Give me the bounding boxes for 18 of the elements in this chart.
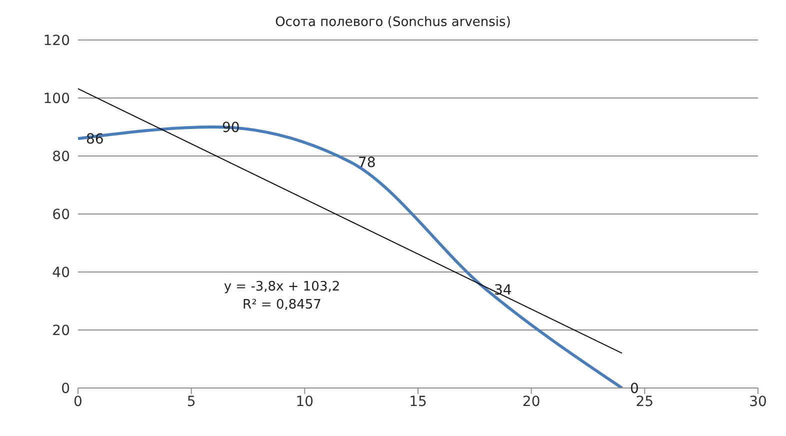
chart-title: Осота полевого (Sonchus arvensis)	[275, 15, 511, 30]
x-tick-label: 15	[409, 394, 427, 410]
x-tick-label: 5	[186, 394, 196, 410]
x-tick-label: 30	[749, 394, 767, 410]
data-label: 78	[358, 154, 376, 171]
y-tick-label: 60	[52, 206, 70, 223]
y-tick-label: 0	[61, 380, 70, 397]
y-tick-label: 40	[52, 264, 70, 281]
x-tick-label: 10	[296, 394, 314, 410]
y-tick-label: 80	[52, 148, 70, 165]
data-label: 34	[494, 282, 512, 298]
x-tick-label: 20	[522, 394, 540, 410]
x-tick-label: 0	[74, 394, 82, 410]
annotation: y = -3,8x + 103,2	[224, 280, 340, 295]
y-tick-label: 120	[43, 32, 70, 49]
y-tick-label: 100	[43, 90, 70, 107]
annotation: R² = 0,8457	[242, 298, 322, 313]
y-tick-label: 20	[52, 322, 70, 339]
